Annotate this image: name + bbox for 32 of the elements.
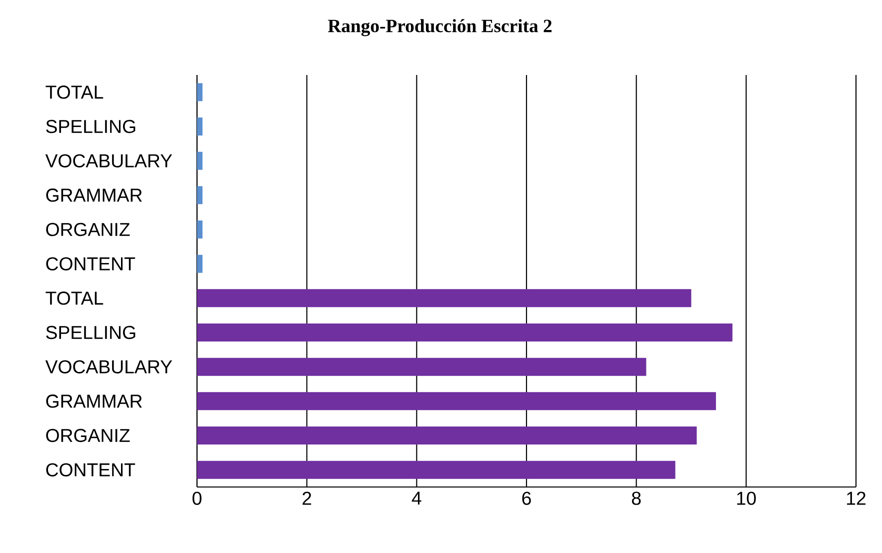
bar (197, 289, 692, 308)
y-tick-label: CONTENT (46, 463, 136, 476)
bar (197, 83, 202, 102)
y-tick-label: VOCABULARY (45, 360, 172, 374)
y-tick-label: GRAMMAR (46, 188, 142, 202)
bar (197, 186, 202, 204)
x-tick-label: 12 (847, 492, 866, 505)
x-tick-label: 2 (302, 492, 312, 505)
y-tick-label: CONTENT (46, 257, 136, 270)
y-tick-label: SPELLING (46, 120, 136, 134)
chart-title: Rango-Producción Escrita 2 (328, 19, 552, 36)
bar (197, 254, 202, 273)
y-tick-label: ORGANIZ (46, 428, 130, 442)
y-tick-label: TOTAL (46, 292, 104, 305)
x-tick-label: 0 (192, 492, 202, 505)
bar (197, 118, 202, 136)
y-tick-label: TOTAL (46, 86, 104, 99)
y-tick-label: ORGANIZ (46, 222, 130, 236)
bar (197, 220, 202, 238)
y-tick-label: SPELLING (46, 326, 136, 340)
x-tick-label: 6 (522, 492, 531, 505)
y-tick-label: GRAMMAR (46, 394, 142, 408)
bar (197, 426, 697, 444)
x-tick-label: 10 (737, 492, 756, 505)
bar (197, 323, 732, 342)
bar (197, 358, 646, 376)
x-tick-label: 4 (412, 492, 422, 505)
y-tick-label: VOCABULARY (45, 154, 172, 168)
bar (197, 460, 676, 479)
bar (197, 392, 716, 410)
bar (197, 152, 202, 170)
x-tick-label: 8 (632, 492, 641, 505)
